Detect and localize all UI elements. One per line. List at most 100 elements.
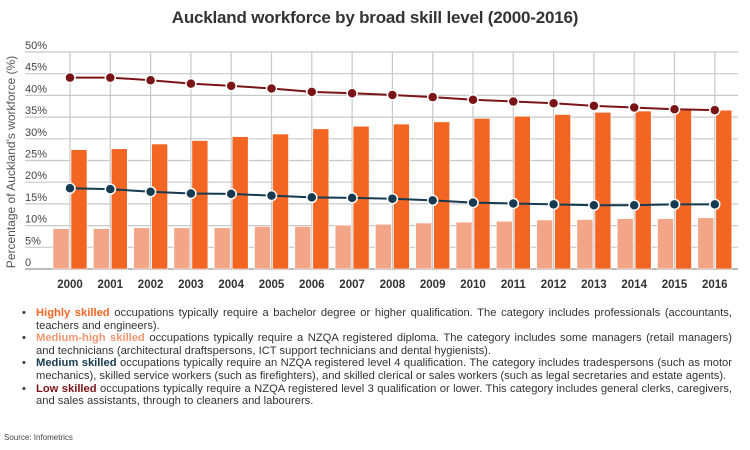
x-tick-label: 2012	[541, 279, 567, 291]
x-tick-label: 2007	[339, 279, 365, 291]
point-low-skilled	[225, 80, 237, 92]
point-low-skilled	[709, 104, 721, 116]
bar-highly-skilled	[70, 149, 88, 270]
bar-medium-high-skilled	[52, 228, 70, 270]
x-tick-label: 2010	[460, 279, 486, 291]
bar-medium-high-skilled	[334, 224, 352, 270]
point-medium-skilled	[709, 198, 721, 211]
x-tick-label: 2000	[57, 279, 83, 291]
point-low-skilled	[104, 71, 117, 84]
chart-title: Auckland workforce by broad skill level …	[171, 8, 579, 27]
bar-medium-high-skilled	[173, 227, 191, 270]
point-low-skilled	[628, 101, 640, 114]
point-medium-skilled	[225, 188, 237, 200]
point-medium-skilled	[547, 198, 560, 211]
point-medium-skilled	[507, 197, 520, 210]
y-tick-label: 25%	[25, 149, 47, 161]
x-tick-label: 2004	[218, 279, 244, 291]
x-tick-label: 2015	[662, 279, 688, 291]
bar-medium-high-skilled	[576, 219, 594, 270]
x-tick-label: 2016	[702, 279, 728, 291]
x-tick-label: 2009	[420, 279, 446, 291]
note-text: occupations typically require a bachelor…	[36, 307, 732, 332]
point-medium-skilled	[668, 198, 681, 211]
y-tick-label: 50%	[25, 40, 47, 52]
bar-highly-skilled	[715, 109, 733, 270]
note-key-low-skilled: Low skilled	[36, 382, 97, 395]
note-medium-skilled: Medium skilled occupations typically req…	[22, 357, 732, 382]
bar-medium-high-skilled	[254, 226, 271, 270]
note-medium-high-skilled: Medium-high skilled occupations typicall…	[22, 332, 732, 357]
x-tick-label: 2013	[581, 279, 607, 291]
x-tick-label: 2001	[98, 279, 124, 291]
point-medium-skilled	[306, 191, 318, 204]
point-medium-skilled	[386, 192, 399, 205]
bar-highly-skilled	[151, 143, 168, 270]
point-low-skilled	[668, 103, 681, 116]
y-tick-label: 45%	[25, 62, 47, 74]
bar-highly-skilled	[554, 114, 571, 270]
point-low-skilled	[547, 97, 560, 109]
bar-highly-skilled	[473, 118, 491, 270]
bar-medium-high-skilled	[455, 221, 473, 270]
x-tick-label: 2008	[380, 279, 406, 291]
point-medium-skilled	[265, 189, 278, 202]
bar-medium-high-skilled	[495, 220, 513, 270]
point-medium-skilled	[346, 192, 358, 204]
note-key-medium-skilled: Medium skilled	[36, 357, 117, 370]
point-medium-skilled	[628, 199, 640, 211]
bar-highly-skilled	[594, 112, 612, 270]
y-tick-label: 20%	[25, 170, 47, 182]
skill-level-notes: Highly skilled occupations typically req…	[22, 307, 732, 408]
bar-medium-high-skilled	[93, 228, 110, 270]
y-tick-label: 35%	[25, 105, 47, 117]
y-axis-title: Percentage of Auckland's workforce (%)	[4, 56, 18, 268]
bar-medium-high-skilled	[213, 227, 231, 270]
point-low-skilled	[467, 93, 479, 106]
note-key-highly-skilled: Highly skilled	[36, 307, 110, 319]
note-key-medium-high-skilled: Medium-high skilled	[36, 332, 145, 345]
lines	[64, 71, 721, 211]
point-medium-skilled	[426, 194, 439, 207]
bar-highly-skilled	[433, 121, 451, 270]
point-low-skilled	[346, 87, 358, 99]
point-medium-skilled	[144, 185, 157, 198]
point-low-skilled	[306, 86, 318, 98]
bar-medium-high-skilled	[616, 218, 634, 270]
point-medium-skilled	[588, 199, 600, 211]
bar-medium-high-skilled	[133, 227, 150, 270]
x-axis-ticks: 2000 2001 2002 2003 2004 2005 2006 2007 2008 2009…	[57, 279, 727, 291]
bar-medium-high-skilled	[294, 226, 312, 270]
bar-highly-skilled	[111, 148, 128, 270]
x-tick-label: 2003	[178, 279, 204, 291]
bar-highly-skilled	[513, 115, 531, 270]
bars	[52, 109, 733, 270]
point-low-skilled	[185, 77, 197, 90]
chart-area: 0 5% 10% 15% 20% 25% 30% 35% 40% 45% 50% Percentag…	[4, 40, 738, 291]
y-tick-label: 30%	[25, 127, 47, 139]
point-medium-skilled	[64, 182, 76, 195]
bar-medium-high-skilled	[697, 217, 715, 270]
y-tick-label: 40%	[25, 83, 47, 95]
point-medium-skilled	[104, 183, 117, 195]
y-tick-label: 0	[25, 257, 31, 269]
point-medium-skilled	[185, 187, 197, 200]
y-tick-label: 5%	[25, 235, 41, 247]
bar-highly-skilled	[231, 136, 249, 270]
point-low-skilled	[507, 95, 520, 108]
note-text: occupations typically require a NZQA reg…	[36, 332, 732, 357]
y-tick-label: 10%	[25, 214, 47, 226]
point-medium-skilled	[467, 196, 479, 209]
point-low-skilled	[144, 74, 157, 86]
bar-highly-skilled	[272, 133, 289, 270]
point-low-skilled	[426, 91, 439, 103]
x-tick-label: 2011	[501, 279, 527, 291]
bar-medium-high-skilled	[415, 222, 433, 270]
point-low-skilled	[265, 82, 278, 95]
bar-highly-skilled	[675, 109, 692, 270]
point-low-skilled	[588, 100, 600, 112]
note-text: occupations typically require an NZQA re…	[36, 357, 733, 382]
point-low-skilled	[64, 71, 76, 84]
gridlines	[25, 51, 738, 270]
x-tick-label: 2006	[299, 279, 325, 291]
